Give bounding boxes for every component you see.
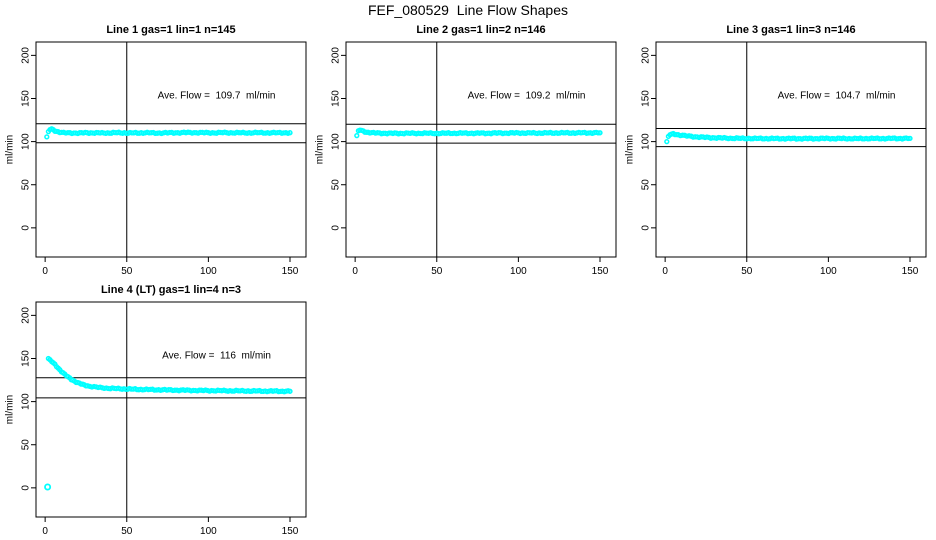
y-tick-label: 150 — [21, 90, 32, 107]
y-tick-label: 150 — [21, 350, 32, 367]
panel-1: Line 1 gas=1 lin=1 n=145 0 50 100 150 0 50 100 1… — [5, 24, 307, 277]
x-tick-label: 150 — [282, 526, 299, 537]
y-tick-label: 0 — [641, 225, 652, 231]
panel-4: Line 4 (LT) gas=1 lin=4 n=3 0 50 100 150 0 50 1… — [5, 284, 307, 537]
ave-flow-annotation: Ave. Flow = 109.2 ml/min — [468, 90, 586, 101]
data-series — [44, 126, 293, 140]
plot-border — [345, 41, 617, 258]
y-tick-label: 200 — [641, 47, 652, 64]
ave-flow-annotation: Ave. Flow = 109.7 ml/min — [158, 90, 276, 101]
outlier-point — [44, 483, 52, 491]
panel-3: Line 3 gas=1 lin=3 n=146 0 50 100 150 0 50 100 1… — [625, 24, 927, 277]
x-tick-label: 50 — [121, 266, 133, 277]
panel-title: Line 3 gas=1 lin=3 n=146 — [726, 24, 855, 36]
panel-title: Line 1 gas=1 lin=1 n=145 — [106, 24, 235, 36]
y-tick-label: 0 — [331, 225, 342, 231]
y-tick-label: 0 — [21, 225, 32, 231]
y-axis-label: ml/min — [315, 135, 326, 164]
x-tick-label: 150 — [902, 266, 919, 277]
plot-border — [35, 41, 307, 258]
plot-border — [35, 301, 307, 518]
x-tick-label: 100 — [200, 526, 217, 537]
x-tick-label: 150 — [282, 266, 299, 277]
y-tick-label: 150 — [641, 90, 652, 107]
y-tick-label: 100 — [21, 133, 32, 150]
y-tick-label: 50 — [331, 179, 342, 191]
y-tick-label: 0 — [21, 485, 32, 491]
x-tick-label: 150 — [592, 266, 609, 277]
y-tick-label: 50 — [21, 179, 32, 191]
y-axis-label: ml/min — [625, 135, 636, 164]
y-axis-label: ml/min — [5, 135, 16, 164]
x-tick-label: 100 — [820, 266, 837, 277]
x-tick-label: 0 — [42, 266, 48, 277]
data-series — [664, 130, 913, 145]
y-axis-label: ml/min — [5, 395, 16, 424]
ave-flow-annotation: Ave. Flow = 104.7 ml/min — [778, 90, 896, 101]
data-point — [287, 130, 293, 136]
plot-border — [655, 41, 927, 258]
x-tick-label: 0 — [662, 266, 668, 277]
y-tick-label: 50 — [21, 439, 32, 451]
x-tick-label: 100 — [510, 266, 527, 277]
data-point — [44, 134, 50, 140]
ave-flow-annotation: Ave. Flow = 116 ml/min — [162, 350, 271, 361]
y-tick-label: 150 — [331, 90, 342, 107]
data-point — [597, 130, 603, 136]
x-tick-label: 50 — [431, 266, 443, 277]
y-tick-label: 50 — [641, 179, 652, 191]
data-point — [354, 132, 360, 139]
y-tick-label: 200 — [21, 47, 32, 64]
panel-2: Line 2 gas=1 lin=2 n=146 0 50 100 150 0 50 100 1… — [315, 24, 617, 277]
main-title: FEF_080529 Line Flow Shapes — [367, 2, 568, 18]
data-series — [354, 127, 603, 139]
x-tick-label: 100 — [200, 266, 217, 277]
panel-title: Line 4 (LT) gas=1 lin=4 n=3 — [101, 284, 241, 296]
data-series — [44, 355, 293, 491]
x-tick-label: 50 — [741, 266, 753, 277]
y-tick-label: 100 — [331, 133, 342, 150]
data-point — [907, 135, 913, 142]
x-tick-label: 50 — [121, 526, 133, 537]
y-tick-label: 100 — [641, 133, 652, 150]
y-tick-label: 100 — [21, 393, 32, 410]
y-tick-label: 200 — [331, 47, 342, 64]
x-tick-label: 0 — [352, 266, 358, 277]
data-point — [664, 138, 670, 145]
y-tick-label: 200 — [21, 307, 32, 324]
data-point — [287, 388, 293, 394]
panel-title: Line 2 gas=1 lin=2 n=146 — [416, 24, 545, 36]
x-tick-label: 0 — [42, 526, 48, 537]
